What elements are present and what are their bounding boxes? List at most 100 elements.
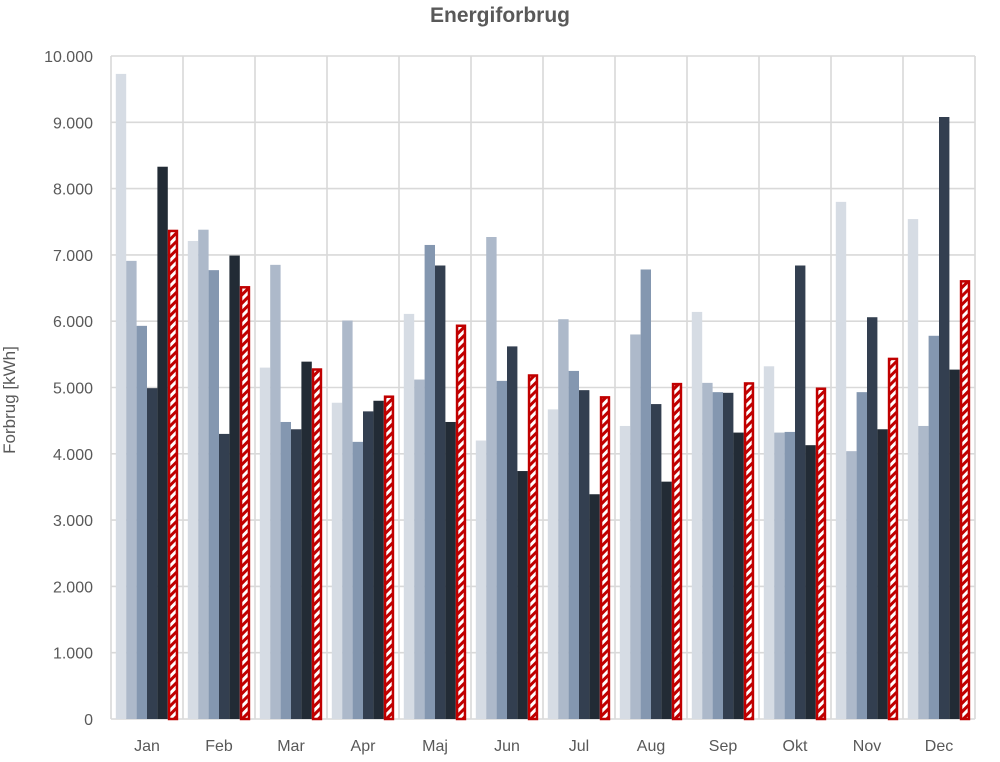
bar-series-2-feb (198, 229, 209, 719)
bar-series-5-nov (877, 429, 888, 719)
y-tick-label: 9.000 (53, 115, 93, 132)
bar-series-3-dec (928, 335, 939, 719)
bar-series-1-maj (403, 313, 415, 719)
y-tick-label: 3.000 (53, 513, 93, 530)
x-tick-label: Jan (134, 738, 160, 755)
bar-series-5-jul (589, 494, 600, 719)
bar-series-5-aug (661, 481, 672, 719)
bar-series-1-sep (691, 311, 703, 719)
y-tick-label: 8.000 (53, 182, 93, 199)
bar-series-4-jan (147, 388, 158, 719)
bar-series-1-okt (763, 366, 775, 719)
bar-series-1-jan (115, 73, 127, 719)
y-tick-label: 5.000 (53, 381, 93, 398)
bar-series-1-jun (475, 440, 487, 719)
y-tick-label: 1.000 (53, 646, 93, 663)
bar-series-5-apr (373, 400, 384, 719)
bar-series-6-okt (815, 387, 827, 721)
bars (115, 73, 971, 721)
bar-series-4-dec (939, 116, 950, 720)
y-tick-label: 7.000 (53, 248, 93, 265)
bar-series-2-sep (702, 382, 713, 719)
bar-series-2-jun (486, 236, 497, 719)
bar-series-3-aug (640, 269, 651, 719)
bar-series-2-dec (918, 425, 929, 719)
chart-title: Energiforbrug (430, 4, 570, 27)
bar-series-3-feb (208, 270, 219, 719)
grid-lines (110, 55, 976, 720)
y-tick-label: 6.000 (53, 314, 93, 331)
bar-series-2-jul (558, 319, 569, 719)
bar-series-5-jan (157, 166, 168, 719)
bar-series-2-aug (630, 334, 641, 719)
y-tick-label: 10.000 (44, 49, 93, 66)
bar-series-3-nov (856, 392, 867, 719)
bar-series-5-mar (301, 361, 312, 719)
bar-series-4-aug (651, 404, 662, 719)
bar-series-1-feb (187, 240, 199, 720)
bar-series-4-jul (579, 390, 590, 719)
bar-series-4-okt (795, 265, 806, 719)
bar-series-6-dec (959, 280, 971, 721)
bar-series-1-apr (331, 402, 343, 719)
bar-series-3-jan (136, 325, 147, 719)
bar-series-6-apr (383, 395, 395, 721)
bar-series-5-feb (229, 255, 240, 720)
bar-series-4-jun (507, 346, 518, 719)
bar-series-1-aug (619, 425, 631, 719)
bar-series-3-apr (352, 441, 363, 719)
bar-series-6-nov (887, 357, 899, 721)
x-tick-label: Feb (205, 738, 233, 755)
bar-series-1-mar (259, 367, 271, 719)
bar-series-1-nov (835, 201, 847, 720)
bar-series-4-nov (867, 317, 878, 719)
x-tick-label: Aug (637, 738, 665, 755)
bar-series-6-aug (671, 382, 683, 721)
bar-series-4-apr (363, 411, 374, 719)
y-tick-label: 0 (84, 712, 93, 729)
bar-series-5-jun (517, 471, 528, 719)
x-tick-label: Apr (351, 738, 377, 755)
x-tick-label: Jul (569, 738, 589, 755)
x-tick-label: Mar (277, 738, 305, 755)
bar-series-6-jul (599, 396, 611, 721)
x-tick-label: Nov (853, 738, 881, 755)
bar-series-5-sep (733, 432, 744, 719)
bar-series-3-jul (568, 370, 579, 719)
bar-series-4-sep (723, 392, 734, 719)
bar-series-3-mar (280, 421, 291, 719)
x-tick-label: Okt (783, 738, 808, 755)
bar-series-6-jun (527, 374, 539, 721)
bar-series-3-jun (496, 380, 507, 719)
bar-series-6-jan (167, 229, 179, 721)
bar-series-6-feb (239, 286, 251, 721)
y-tick-label: 4.000 (53, 447, 93, 464)
bar-series-4-mar (291, 429, 302, 719)
bar-series-2-nov (846, 451, 857, 719)
x-tick-label: Jun (494, 738, 520, 755)
bar-series-5-okt (805, 445, 816, 719)
bar-series-6-sep (743, 382, 755, 721)
bar-series-5-dec (949, 369, 960, 719)
bar-series-2-mar (270, 264, 281, 719)
bar-series-3-sep (712, 392, 723, 719)
x-tick-label: Maj (422, 738, 448, 755)
bar-series-3-maj (424, 244, 435, 719)
bar-series-6-mar (311, 368, 323, 721)
bar-series-4-maj (435, 265, 446, 719)
bar-series-2-apr (342, 320, 353, 719)
y-axis-ticks: 0 1.000 2.000 3.000 4.000 5.000 6.000 7.000 8.00… (44, 49, 93, 729)
bar-series-2-okt (774, 432, 785, 719)
x-tick-label: Sep (709, 738, 738, 755)
bar-series-2-maj (414, 379, 425, 719)
x-axis-ticks: Jan Feb Mar Apr Maj Jun Jul Aug Sep Okt Nov Dec (134, 738, 953, 755)
bar-series-3-okt (784, 431, 795, 719)
bar-series-2-jan (126, 260, 137, 719)
x-tick-label: Dec (925, 738, 953, 755)
bar-series-5-maj (445, 421, 456, 719)
bar-series-1-jul (547, 409, 559, 719)
bar-series-6-maj (455, 324, 467, 721)
y-tick-label: 2.000 (53, 579, 93, 596)
